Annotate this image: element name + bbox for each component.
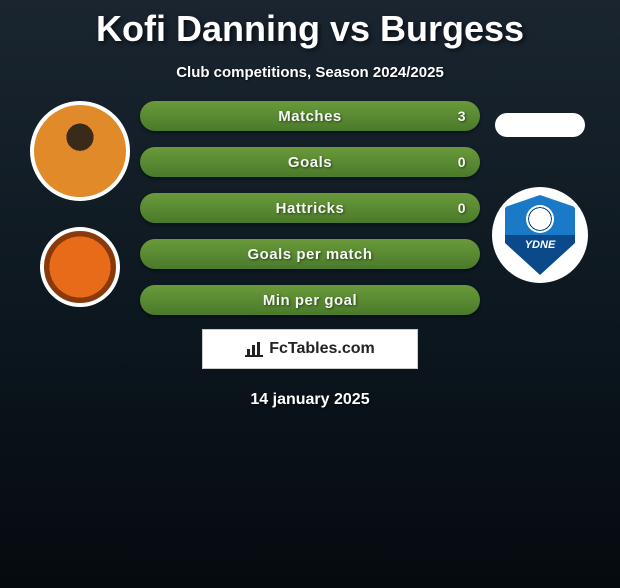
stat-label: Goals [288,154,332,171]
player-left-column [20,101,140,307]
shield-icon [505,195,575,275]
bar-chart-icon [245,341,263,357]
stat-label: Goals per match [247,246,372,263]
stat-bar: Matches 3 [140,101,480,131]
brand-label: FcTables.com [269,340,375,358]
stat-bar: Min per goal [140,285,480,315]
club-left-badge [40,227,120,307]
player-right-column: YDNE [480,101,600,283]
stat-value-right: 0 [458,154,466,170]
player-left-avatar [30,101,130,201]
ball-icon [526,205,554,233]
stat-label: Matches [278,108,342,125]
comparison-layout: Matches 3 Goals 0 Hattricks 0 Goals per match M… [0,101,620,315]
stat-bar: Goals 0 [140,147,480,177]
stats-list: Matches 3 Goals 0 Hattricks 0 Goals per match M… [140,101,480,315]
date-label: 14 january 2025 [0,391,620,409]
stat-bar: Goals per match [140,239,480,269]
stat-value-right: 3 [458,108,466,124]
club-right-label: YDNE [496,239,584,251]
stat-value-right: 0 [458,200,466,216]
subtitle: Club competitions, Season 2024/2025 [0,64,620,81]
stat-label: Hattricks [276,200,345,217]
club-right-badge: YDNE [492,187,588,283]
stat-label: Min per goal [263,292,357,309]
brand-box[interactable]: FcTables.com [202,329,418,369]
stat-bar: Hattricks 0 [140,193,480,223]
page-title: Kofi Danning vs Burgess [0,8,620,50]
player-right-avatar [495,113,585,137]
